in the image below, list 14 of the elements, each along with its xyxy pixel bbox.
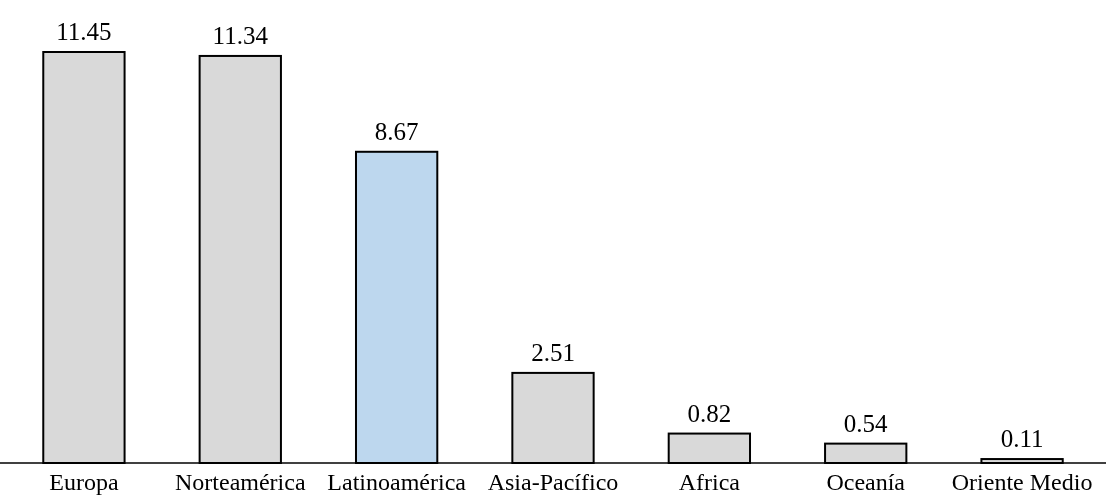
x-tick-label: Oceanía xyxy=(826,469,906,495)
data-label: 0.11 xyxy=(1000,425,1044,453)
x-tick-label: Latinoamérica xyxy=(327,469,467,495)
x-tick-label: Europa xyxy=(49,469,119,495)
x-tick-label: Oriente Medio xyxy=(951,469,1093,495)
data-label: 8.67 xyxy=(374,117,419,145)
data-label: 0.54 xyxy=(843,409,889,437)
x-tick-label: Asia-Pacífico xyxy=(487,469,619,495)
data-label: 11.45 xyxy=(56,18,112,45)
data-label: 11.34 xyxy=(212,21,269,49)
data-label: 0.82 xyxy=(687,399,732,427)
x-tick-label: Africa xyxy=(678,469,741,495)
data-label: 2.51 xyxy=(531,338,575,366)
x-tick-label: Norteamérica xyxy=(174,469,306,495)
